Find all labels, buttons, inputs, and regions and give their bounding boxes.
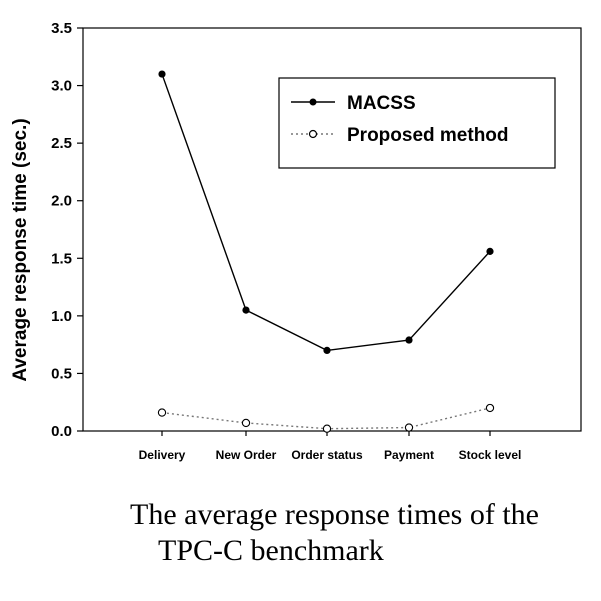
y-tick-label: 2.5 [51,135,72,152]
data-point [158,409,165,416]
legend-proposed-marker [310,131,317,138]
data-point [405,424,412,431]
y-tick-label: 1.5 [51,250,72,267]
y-tick-label: 3.0 [51,78,72,95]
x-tick-label: New Order [216,448,277,462]
data-point [242,307,249,314]
x-tick-label: Payment [384,448,434,462]
legend-box [279,78,555,168]
y-tick-label: 0.0 [51,423,72,440]
x-tick-label: Order status [291,448,363,462]
y-axis-label: Average response time (sec.) [10,118,31,381]
data-point [323,425,330,432]
data-point [242,419,249,426]
caption-line-2: TPC-C benchmark [158,533,384,569]
x-tick-label: Delivery [139,448,186,462]
data-point [158,70,165,77]
y-tick-label: 0.5 [51,365,72,382]
x-tick-label: Stock level [459,448,522,462]
legend-macss-marker [310,99,317,106]
caption-line-1: The average response times of the [130,497,539,533]
data-point [405,336,412,343]
data-point [486,404,493,411]
legend-macss-label: MACSS [347,93,416,114]
legend-proposed-label: Proposed method [347,125,509,146]
y-tick-label: 2.0 [51,193,72,210]
legend: MACSS Proposed method [279,78,555,168]
data-point [486,248,493,255]
y-tick-label: 1.0 [51,308,72,325]
y-tick-label: 3.5 [51,20,72,37]
data-point [323,347,330,354]
